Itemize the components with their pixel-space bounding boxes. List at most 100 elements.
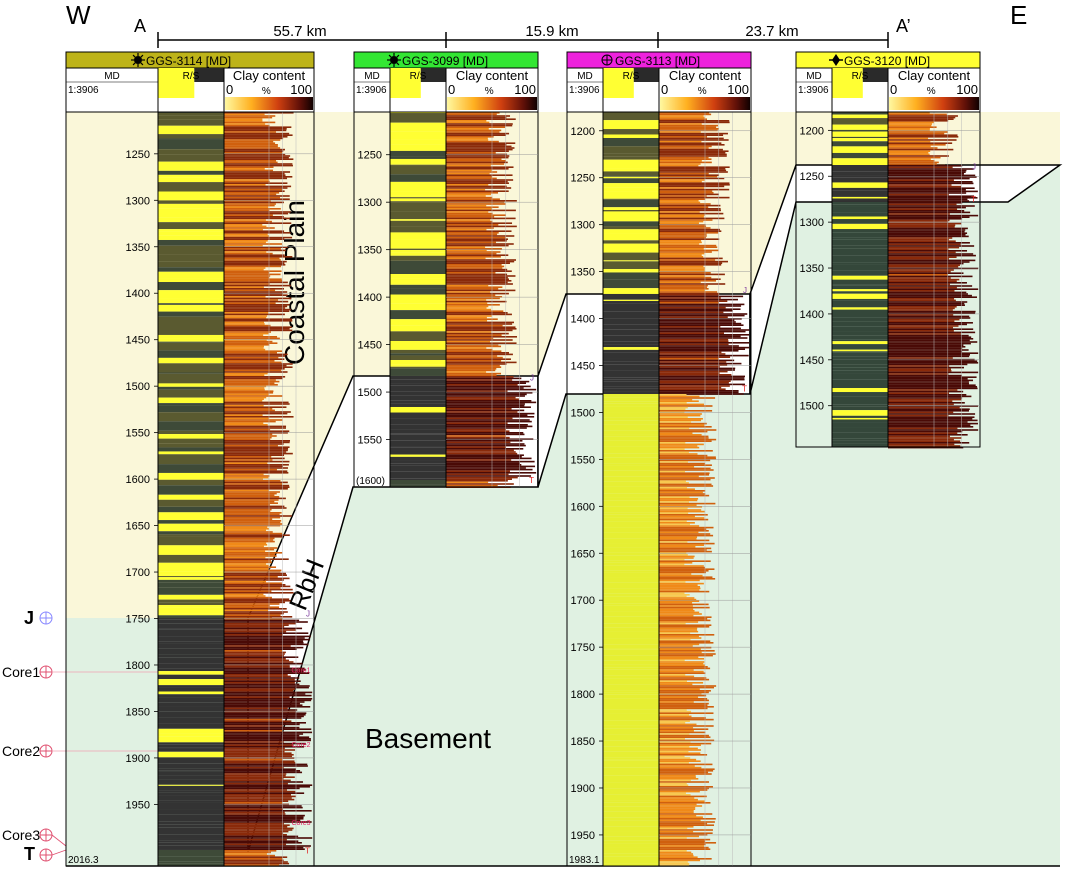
lithology-band	[603, 364, 659, 371]
clay-bar	[446, 337, 494, 340]
clay-bar	[224, 648, 297, 650]
lithology-band	[603, 772, 659, 776]
lithology-band	[390, 418, 446, 425]
distance-1: 55.7 km	[273, 23, 326, 40]
clay-bar	[224, 714, 306, 716]
clay-bar	[659, 195, 707, 197]
lithology-band	[832, 175, 888, 178]
lithology-band	[603, 272, 659, 280]
clay-bar	[659, 466, 695, 468]
clay-bar	[224, 443, 284, 445]
clay-bar	[888, 229, 966, 231]
clay-bar	[659, 526, 714, 529]
clay-bar	[659, 405, 713, 407]
clay-bar	[659, 134, 724, 136]
clay-bar	[224, 800, 289, 802]
lithology-band	[603, 847, 659, 854]
lithology-band	[158, 657, 224, 664]
lithology-band	[603, 279, 659, 289]
clay-bar	[224, 845, 311, 847]
clay-bar	[888, 234, 966, 236]
clay-bar	[224, 366, 293, 368]
clay-bar	[659, 861, 688, 863]
lithology-band	[603, 463, 659, 466]
clay-bar	[446, 321, 514, 324]
clay-bar	[446, 348, 493, 351]
clay-bar	[446, 396, 516, 399]
clay-bar	[888, 374, 962, 377]
clay-bar	[446, 428, 506, 431]
lithology-band	[158, 326, 224, 335]
clay-bar	[224, 654, 284, 657]
clay-bar	[659, 335, 741, 338]
clay-bar	[659, 651, 702, 654]
lithology-band	[603, 514, 659, 518]
clay-bar	[446, 272, 496, 274]
clay-bar	[224, 148, 285, 151]
clay-bar	[888, 411, 954, 414]
clay-bar	[659, 486, 688, 489]
clay-bar	[224, 752, 292, 754]
clay-bar	[224, 299, 279, 301]
clay-bar	[446, 193, 491, 196]
clay-bar	[888, 405, 979, 407]
clay-bar	[659, 241, 702, 244]
clay-bar	[224, 137, 284, 140]
clay-bar	[888, 243, 961, 246]
clay-bar	[224, 651, 286, 654]
clay-bar	[224, 553, 275, 556]
clay-bar	[659, 789, 708, 791]
clay-bar	[224, 616, 293, 618]
clay-bar	[224, 702, 300, 705]
clay-bar	[224, 118, 263, 120]
clay-bar	[888, 426, 974, 428]
depth-tick-label: 1800	[126, 660, 150, 672]
clay-bar	[224, 304, 290, 306]
clay-bar	[888, 128, 930, 130]
lithology-band	[603, 817, 659, 821]
clay-bar	[888, 309, 953, 311]
clay-bar	[224, 699, 312, 702]
lithology-band	[832, 406, 888, 411]
lithology-band	[158, 341, 224, 343]
clay-bar	[659, 249, 719, 252]
clay-bar	[659, 225, 707, 228]
clay-bar	[446, 196, 493, 199]
clay-bar	[659, 147, 709, 149]
clay-bar	[888, 150, 931, 152]
lithology-band	[603, 631, 659, 639]
clay-bar	[446, 198, 500, 200]
clay-bar	[224, 539, 274, 541]
lithology-band	[603, 156, 659, 160]
clay-bar	[224, 145, 278, 148]
clay-bar	[888, 112, 930, 114]
clay-bar	[446, 328, 517, 330]
lithology-band	[603, 311, 659, 319]
clay-bar	[224, 811, 285, 814]
clay-bar	[888, 384, 976, 386]
clay-bar	[888, 275, 973, 278]
west-label: W	[66, 0, 91, 30]
clay-bar	[888, 174, 976, 177]
clay-bar	[659, 512, 689, 514]
lithology-band	[158, 161, 224, 171]
clay-bar	[224, 358, 285, 360]
lithology-band	[603, 560, 659, 563]
clay-bar	[224, 739, 311, 742]
clay-bar	[659, 563, 685, 566]
clay-bar	[659, 372, 720, 374]
clay-bar	[446, 401, 537, 404]
clay-bar	[446, 411, 518, 413]
clay-bar	[224, 388, 265, 391]
clay-bar	[224, 771, 303, 774]
clay-bar	[888, 185, 961, 188]
clay-bar	[224, 424, 268, 426]
clay-bar	[888, 395, 972, 398]
clay-bar	[224, 556, 266, 559]
clay-bar	[659, 584, 698, 586]
lithology-band	[390, 310, 446, 320]
clay-bar	[224, 805, 302, 807]
lithology-band	[390, 454, 446, 457]
clay-max: 100	[514, 82, 536, 97]
lithology-band	[603, 836, 659, 841]
